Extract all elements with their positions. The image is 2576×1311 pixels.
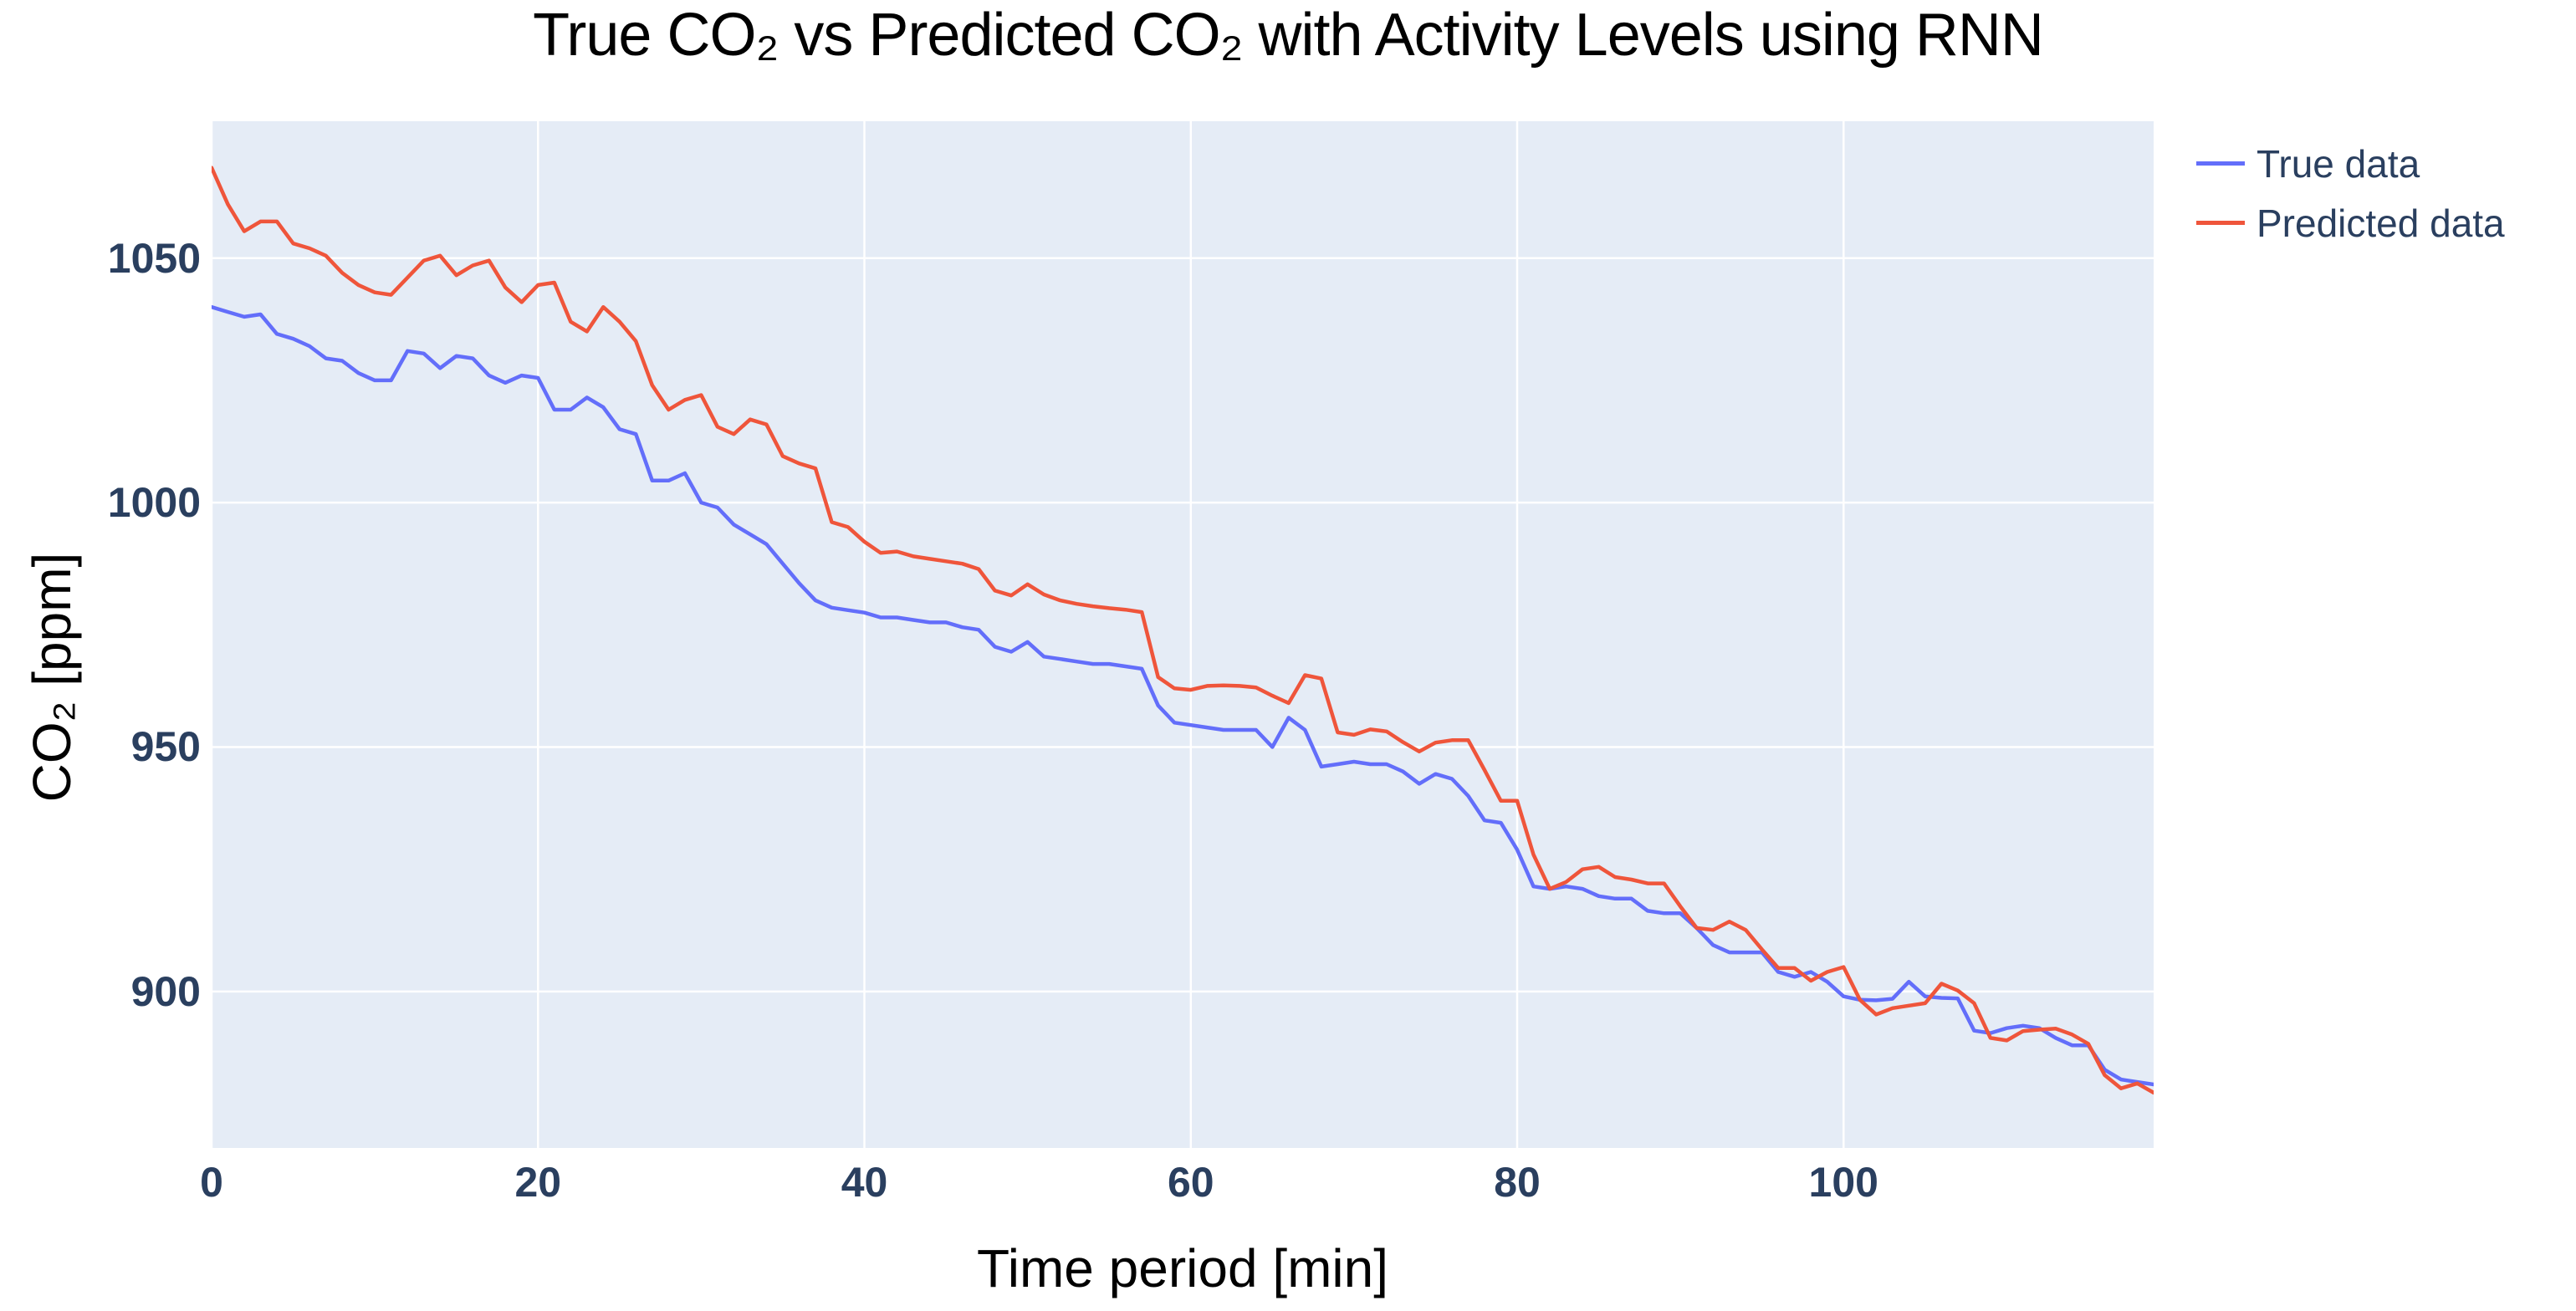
legend-label-true-data: True data [2257, 141, 2420, 186]
legend-label-predicted-data: Predicted data [2257, 201, 2505, 245]
x-tick-label: 20 [514, 1159, 562, 1206]
y-axis-title: CO₂ [ppm] [22, 552, 82, 803]
x-tick-label: 0 [200, 1159, 223, 1206]
y-tick-label: 900 [130, 967, 201, 1015]
true-data-line-swatch [2196, 161, 2245, 166]
chart-title: True CO₂ vs Predicted CO₂ with Activity … [533, 2, 2044, 69]
x-tick-label: 40 [841, 1159, 888, 1206]
legend-item-predicted-data[interactable]: Predicted data [2196, 193, 2505, 253]
x-tick-label: 100 [1808, 1159, 1878, 1206]
y-tick-label: 950 [130, 723, 201, 771]
x-tick-label: 60 [1167, 1159, 1214, 1206]
predicted-data-line [212, 166, 2154, 1095]
x-axis-title: Time period [min] [977, 1238, 1388, 1298]
legend: True data Predicted data [2196, 134, 2505, 253]
legend-item-true-data[interactable]: True data [2196, 134, 2505, 193]
plot-area [212, 121, 2154, 1148]
plot-canvas [212, 121, 2154, 1148]
y-tick-label: 1000 [107, 479, 201, 527]
true-data-line [212, 304, 2154, 1087]
x-tick-label: 80 [1494, 1159, 1541, 1206]
predicted-data-line-swatch [2196, 221, 2245, 225]
y-tick-label: 1050 [107, 234, 201, 282]
